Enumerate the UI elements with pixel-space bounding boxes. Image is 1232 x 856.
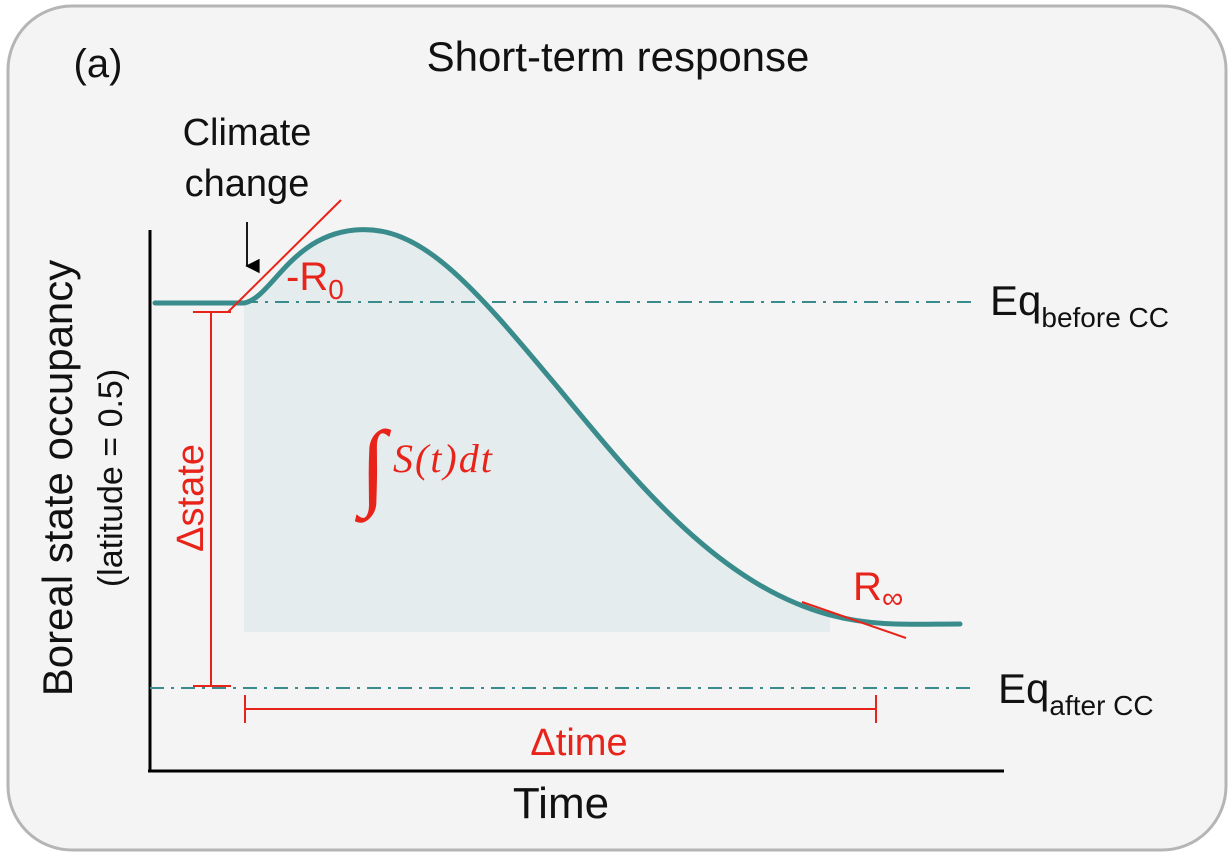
rinf-label: R∞	[853, 565, 903, 615]
delta-time-label: Δtime	[530, 722, 627, 764]
rinf-label-main: R	[853, 565, 882, 609]
eq-before-sub: before CC	[1041, 302, 1169, 333]
rinf-tangent-line	[801, 601, 907, 639]
r0-label-sub: 0	[328, 274, 344, 305]
panel-title: Short-term response	[427, 33, 810, 80]
integral-expression: S(t)dt	[393, 436, 494, 481]
y-axis-label-line2: (latitude = 0.5)	[92, 369, 130, 587]
x-axis-label: Time	[513, 779, 609, 828]
eq-before-label: Eqbefore CC	[990, 277, 1169, 333]
panel-label: (a)	[74, 42, 123, 86]
eq-after-sub: after CC	[1049, 690, 1153, 721]
integral-sign: ∫	[354, 411, 392, 523]
climate-change-label-line1: Climate	[183, 112, 312, 154]
eq-after-label: Eqafter CC	[998, 665, 1154, 721]
integral-area	[244, 229, 830, 633]
eq-after-main: Eq	[998, 665, 1049, 712]
rinf-label-sub: ∞	[882, 582, 903, 615]
r0-label-main: -R	[286, 255, 328, 299]
delta-state-label: Δstate	[170, 444, 212, 552]
r0-label: -R0	[286, 255, 344, 305]
y-axis-label-line1: Boreal state occupancy	[34, 260, 81, 697]
panel-background	[6, 4, 1228, 852]
r0-tangent-line	[227, 199, 342, 313]
response-curve	[152, 227, 963, 627]
eq-before-main: Eq	[990, 277, 1041, 324]
climate-change-label-line2: change	[185, 163, 310, 205]
